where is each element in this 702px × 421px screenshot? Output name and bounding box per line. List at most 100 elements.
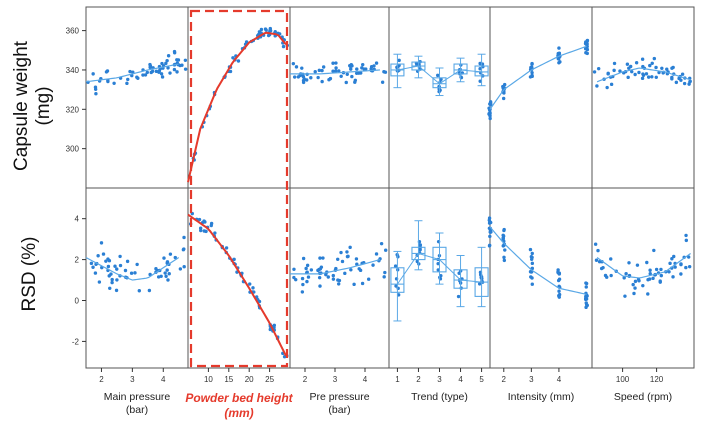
data-point — [304, 266, 308, 271]
data-point — [635, 263, 640, 267]
data-point — [612, 68, 616, 73]
data-point — [670, 257, 674, 261]
data-point — [168, 252, 173, 256]
data-point — [585, 44, 589, 49]
box — [432, 77, 447, 89]
data-point — [612, 61, 617, 66]
y-tick-label: 300 — [66, 145, 80, 154]
data-point — [328, 76, 333, 81]
data-point — [631, 282, 635, 287]
highlight-box — [189, 9, 289, 368]
data-point — [309, 76, 313, 80]
data-point — [371, 263, 375, 267]
data-point — [641, 72, 645, 76]
data-point — [640, 57, 645, 61]
data-point — [339, 250, 343, 255]
data-point — [659, 273, 664, 278]
data-point — [148, 62, 152, 67]
data-point — [584, 281, 588, 285]
data-point — [594, 258, 599, 262]
data-point — [136, 76, 140, 80]
data-point — [199, 228, 203, 233]
data-point — [166, 66, 170, 70]
data-point — [164, 61, 168, 66]
x-tick-label: 3 — [130, 375, 135, 384]
data-point — [672, 254, 676, 259]
data-point — [114, 288, 119, 293]
data-point — [320, 79, 324, 84]
median-connector — [397, 252, 482, 285]
fit-curve — [489, 45, 587, 110]
data-point — [557, 57, 561, 61]
data-point — [183, 58, 188, 62]
data-point — [110, 277, 114, 282]
data-point — [439, 77, 443, 82]
data-point — [344, 80, 348, 85]
median-connector — [397, 65, 482, 85]
data-point — [93, 271, 98, 275]
data-point — [488, 102, 492, 106]
data-point — [336, 257, 340, 262]
data-point — [609, 82, 614, 87]
data-point — [91, 265, 95, 269]
x-axis-label: Powder bed height (mm) — [182, 391, 296, 421]
data-point — [355, 262, 359, 266]
data-point — [633, 72, 637, 77]
data-point — [162, 256, 166, 260]
data-point — [197, 217, 202, 222]
data-point — [625, 62, 630, 66]
data-point — [651, 276, 655, 281]
fit-curve — [290, 259, 381, 275]
data-point — [585, 51, 589, 56]
x-tick-label: 2 — [303, 375, 308, 384]
data-point — [251, 286, 255, 290]
data-point — [166, 54, 171, 58]
data-point — [175, 58, 179, 62]
data-point — [557, 46, 561, 50]
y-axis-label-rsd-line1: RSD (%) — [19, 236, 40, 312]
data-point — [112, 81, 116, 86]
fit-curve — [85, 257, 180, 281]
data-point — [646, 292, 650, 296]
data-point — [345, 250, 349, 254]
data-point — [300, 290, 305, 294]
y-axis-label-weight-line2: (mg) — [33, 86, 54, 126]
data-point — [644, 72, 649, 76]
data-point — [645, 260, 649, 265]
data-point — [609, 257, 613, 261]
data-point — [488, 234, 492, 239]
data-point — [133, 271, 137, 275]
data-point — [477, 282, 482, 286]
data-point — [659, 267, 663, 272]
data-point — [326, 275, 330, 279]
data-point — [436, 261, 440, 266]
data-point — [679, 272, 683, 276]
data-point — [305, 279, 309, 284]
data-point — [436, 73, 440, 78]
data-point — [488, 111, 492, 116]
data-point — [181, 248, 186, 252]
data-point — [360, 281, 365, 286]
data-point — [369, 67, 373, 71]
data-point — [652, 56, 657, 61]
data-point — [352, 282, 356, 287]
data-point — [336, 282, 341, 286]
data-point — [379, 241, 384, 246]
data-point — [674, 80, 679, 85]
data-point — [348, 245, 352, 250]
x-tick-label: 4 — [458, 375, 463, 384]
data-point — [660, 66, 664, 70]
data-point — [488, 116, 492, 121]
x-axis-label-name: Speed (rpm) — [613, 391, 673, 403]
data-point — [321, 65, 326, 69]
data-point — [300, 66, 304, 70]
data-point — [487, 216, 492, 220]
data-point — [654, 65, 658, 70]
box — [453, 63, 468, 75]
data-point — [292, 267, 296, 271]
data-point — [626, 75, 630, 80]
data-point — [164, 274, 168, 278]
data-point — [292, 75, 297, 79]
data-point — [313, 70, 317, 74]
y-tick-label: 2 — [75, 256, 80, 265]
